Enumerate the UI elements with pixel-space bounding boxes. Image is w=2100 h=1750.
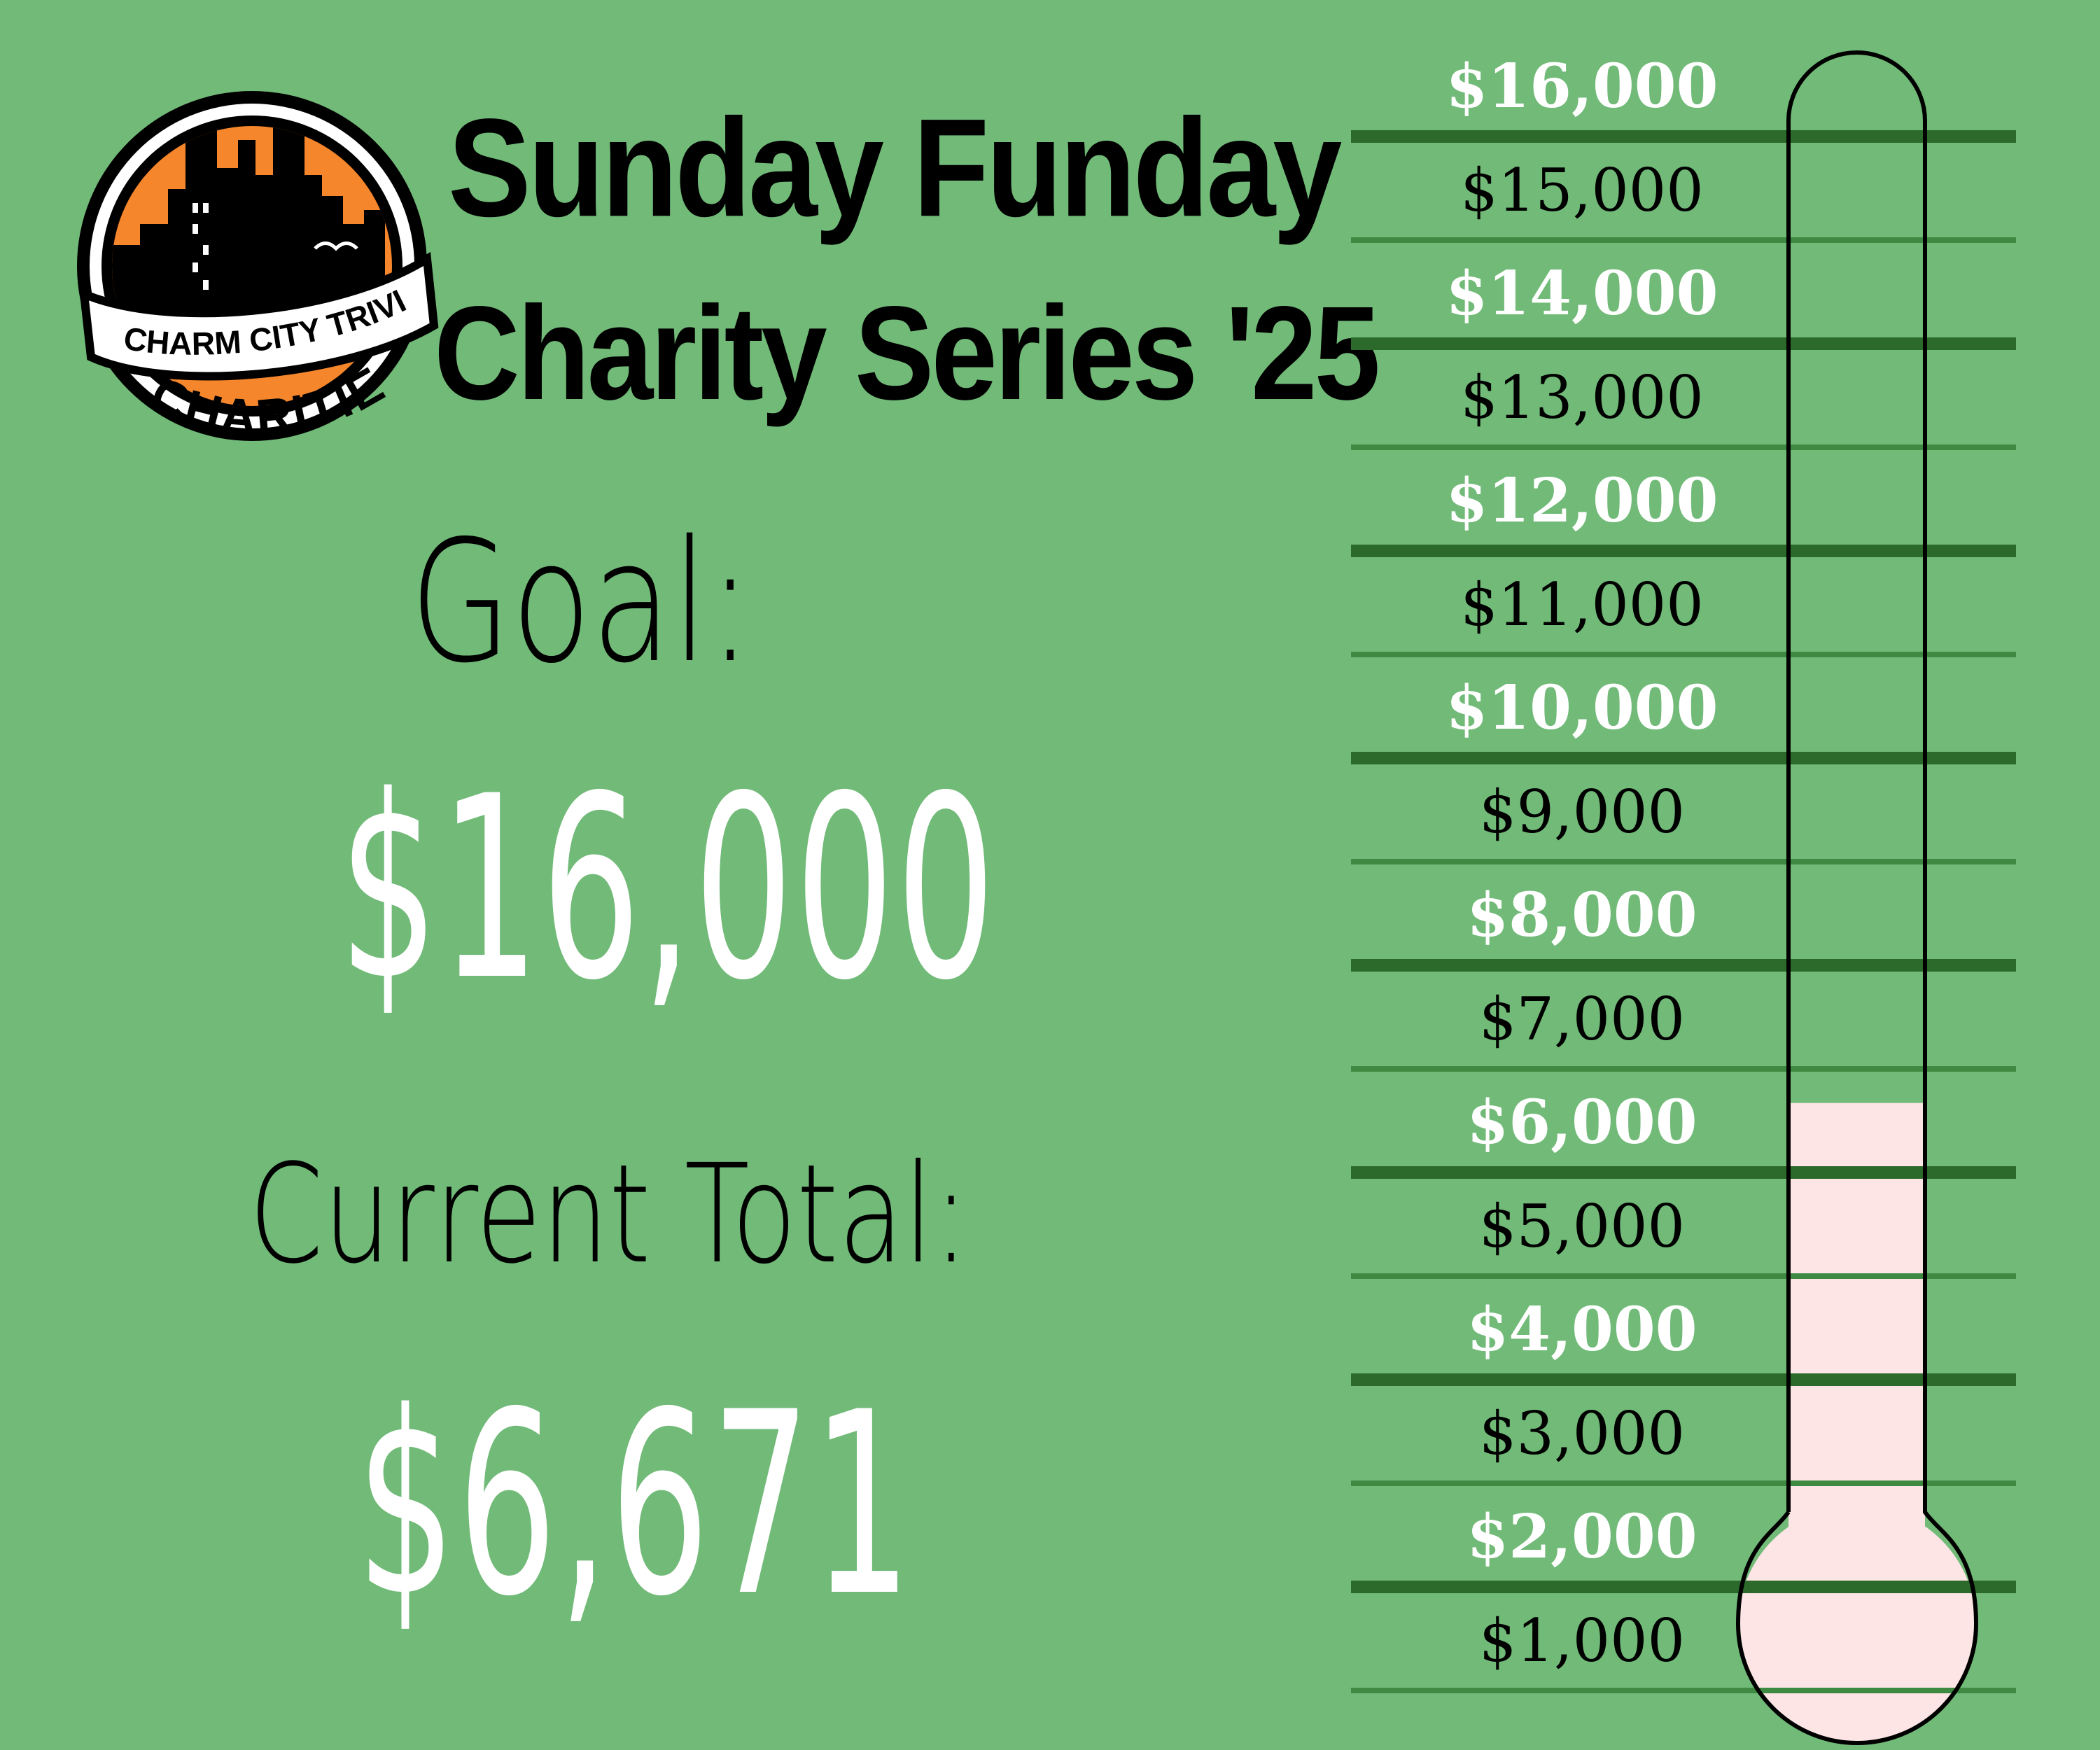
thermometer-tick-label: $15,000 bbox=[1460, 156, 1703, 225]
thermometer-tick-label: $12,000 bbox=[1446, 465, 1718, 536]
thermometer-tick-label: $1,000 bbox=[1479, 1606, 1685, 1675]
thermometer-tick-label: $5,000 bbox=[1479, 1192, 1685, 1261]
thermometer-tick-label: $6,000 bbox=[1466, 1087, 1697, 1158]
current-total-label: Current Total: bbox=[248, 1135, 969, 1294]
thermometer-tick-label: $8,000 bbox=[1466, 880, 1697, 951]
thermometer-tick-label: $9,000 bbox=[1479, 778, 1685, 846]
thermometer-tick-label: $14,000 bbox=[1446, 258, 1718, 329]
page-title-line-2: Charity Series '25 bbox=[434, 279, 1380, 428]
thermometer-tick-label: $4,000 bbox=[1466, 1294, 1697, 1365]
goal-value: $16,000 bbox=[339, 742, 997, 1035]
thermometer-tick-label: $10,000 bbox=[1446, 673, 1718, 743]
thermometer-tick-label: $3,000 bbox=[1479, 1399, 1685, 1468]
thermometer-tick-label: $16,000 bbox=[1446, 51, 1718, 122]
thermometer-tick-label: $2,000 bbox=[1466, 1502, 1697, 1572]
thermometer-bulb-fill bbox=[1738, 1505, 1976, 1743]
page-title-line-1: Sunday Funday bbox=[448, 90, 1342, 246]
thermometer-outline bbox=[1735, 50, 1979, 1745]
thermometer-tick-label: $13,000 bbox=[1460, 363, 1703, 432]
goal-label: Goal: bbox=[410, 504, 752, 700]
fundraising-thermometer: $16,000 $15,000 $14,000 $13,000 $12,000 $11,0… bbox=[1351, 50, 2016, 1745]
thermometer-tick-label: $7,000 bbox=[1479, 985, 1685, 1054]
thermometer-tick-label: $11,000 bbox=[1460, 570, 1703, 639]
current-total-value: $6,671 bbox=[356, 1358, 913, 1651]
